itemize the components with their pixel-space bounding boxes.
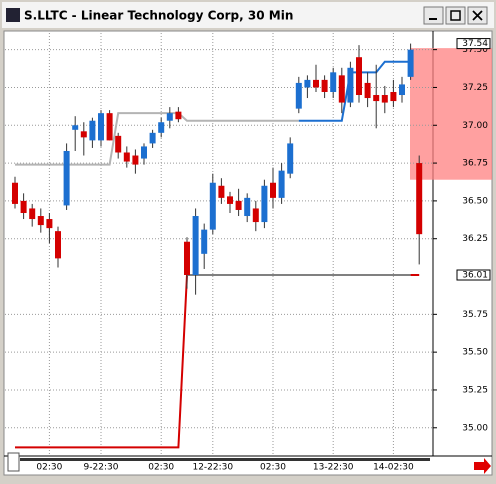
candle-body xyxy=(278,170,285,198)
candle-body xyxy=(123,152,130,162)
candle-body xyxy=(313,79,319,88)
price-marker-label: 36.01 xyxy=(462,271,488,281)
candle-body xyxy=(209,182,216,230)
candle-body xyxy=(390,91,397,102)
candle-body xyxy=(115,135,122,153)
candle-body xyxy=(356,57,362,96)
candle-body xyxy=(149,132,156,144)
x-tick-label-bg xyxy=(371,461,416,471)
candle-body xyxy=(46,219,53,229)
indicator-line xyxy=(298,60,411,122)
candle-body xyxy=(132,155,139,165)
candle-body xyxy=(295,82,302,109)
x-tick-label: 9-22:30 xyxy=(84,463,119,473)
candle-body xyxy=(72,125,79,130)
y-tick-label: 35.50 xyxy=(462,348,488,358)
candle-body xyxy=(304,79,311,88)
maximize-icon xyxy=(450,10,461,21)
x-tick-label: 02:30 xyxy=(148,463,174,473)
candle-body xyxy=(381,95,388,103)
close-icon xyxy=(472,10,483,21)
candle-body xyxy=(347,67,354,103)
indicator-line xyxy=(15,274,188,449)
candle-body xyxy=(330,72,337,92)
x-tick-label: 02:30 xyxy=(260,463,286,473)
price-marker-box xyxy=(456,38,491,50)
y-tick-label: 37.00 xyxy=(462,121,488,131)
title-bar xyxy=(2,2,494,28)
x-tick-label-bg xyxy=(311,461,356,471)
candle-body xyxy=(106,113,113,141)
y-tick-label: 36.50 xyxy=(462,196,488,206)
candle-body xyxy=(175,111,182,120)
y-tick-label: 35.25 xyxy=(462,385,488,395)
x-tick-label: 12-22:30 xyxy=(192,463,233,473)
plot-area: 37.50 37.25 37.00 36.75 36.50 36.25 35.75 35.50… xyxy=(5,33,492,473)
candle-body xyxy=(141,146,147,159)
indicator-line xyxy=(15,112,299,166)
y-tick-label: 36.75 xyxy=(462,159,488,169)
candle-body xyxy=(20,200,27,213)
candle-body xyxy=(252,208,259,223)
x-tick-label-bg xyxy=(251,461,295,471)
candle-body xyxy=(373,95,380,102)
x-tick-label-bg xyxy=(79,461,123,471)
candle-body xyxy=(407,49,414,77)
scroll-box[interactable] xyxy=(7,452,20,472)
price-marker-label: 37.54 xyxy=(462,39,488,49)
candle-body xyxy=(166,113,173,121)
candle-body xyxy=(201,229,208,254)
y-tick-label: 35.75 xyxy=(462,310,488,320)
x-tick-label-bg xyxy=(139,461,184,471)
y-tick-label: 37.25 xyxy=(462,83,488,93)
candle-body xyxy=(244,197,251,217)
scroll-arrow[interactable] xyxy=(474,458,491,474)
minimize-button[interactable] xyxy=(423,6,444,25)
candle-body xyxy=(227,196,233,204)
candle-body xyxy=(218,185,225,198)
y-tick-label: 36.25 xyxy=(462,234,488,244)
candle-body xyxy=(63,150,70,206)
candle-body xyxy=(89,120,96,141)
x-tick-label: 13-22:30 xyxy=(313,463,354,473)
x-tick-label-bg xyxy=(27,461,72,471)
candle-body xyxy=(321,79,328,92)
time-strip xyxy=(20,458,430,461)
candle-body xyxy=(12,182,18,204)
candle-body xyxy=(98,113,104,141)
candle-body xyxy=(287,143,294,174)
price-marker-box xyxy=(456,269,491,281)
y-tick-label: 37.50 xyxy=(462,45,488,55)
candle-body xyxy=(270,182,276,198)
candle-body xyxy=(184,241,190,276)
candle-body xyxy=(399,84,405,96)
x-tick-label: 02:30 xyxy=(36,463,62,473)
y-tick-label: 35.00 xyxy=(462,423,488,433)
candle-body xyxy=(80,131,87,138)
x-tick-label-bg xyxy=(190,461,235,471)
app-icon xyxy=(6,8,20,22)
highlight-zone xyxy=(410,48,492,180)
candle-body xyxy=(338,75,345,103)
window-buttons[interactable] xyxy=(423,6,488,25)
candle-body xyxy=(261,185,268,223)
candle-body xyxy=(158,122,165,133)
candle-body xyxy=(55,231,61,259)
candle-body xyxy=(416,163,423,235)
maximize-button[interactable] xyxy=(445,6,466,25)
candle-body xyxy=(192,216,199,276)
x-tick-label: 14-02:30 xyxy=(373,463,414,473)
candle-body xyxy=(29,208,36,220)
candle-body xyxy=(364,82,371,99)
window-title: S.LLTC - Linear Technology Corp, 30 Min xyxy=(24,9,293,23)
candle-body xyxy=(235,200,242,210)
candle-body xyxy=(37,216,44,226)
